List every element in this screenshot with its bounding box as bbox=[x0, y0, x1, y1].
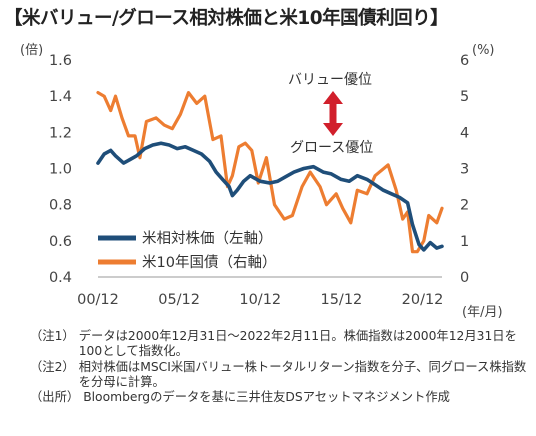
annotation-block: バリュー優位 グロース優位 bbox=[288, 72, 373, 156]
left-tick-label: 0.6 bbox=[49, 234, 72, 250]
axes: 0.4 0.6 0.8 1.0 1.2 1.4 1.6 0 1 2 3 4 5 6 00/12 05/12 10… bbox=[49, 53, 469, 308]
x-tick-label: 05/12 bbox=[158, 292, 200, 308]
x-tick-label: 10/12 bbox=[239, 292, 281, 308]
note-2: （注2） 相対株価はMSCI米国バリュー株トータルリターン指数を分子、同グロース… bbox=[30, 360, 530, 391]
treasury-yield-line bbox=[96, 91, 444, 254]
footnotes: （注1） データは2000年12月31日～2022年2月11日。株価指数は200… bbox=[30, 329, 530, 405]
annotation-growth-advantage: グロース優位 bbox=[290, 140, 373, 156]
left-tick-label: 1.6 bbox=[49, 53, 72, 69]
note-source-label: （出所） bbox=[30, 390, 80, 405]
right-tick-label: 5 bbox=[460, 89, 469, 105]
x-tick-label: 20/12 bbox=[402, 292, 444, 308]
legend-label-relative: 米相対株価（左軸） bbox=[142, 230, 273, 247]
chart-svg: 0.4 0.6 0.8 1.0 1.2 1.4 1.6 0 1 2 3 4 5 6 00/12 05/12 10… bbox=[20, 43, 503, 320]
note-1-label: （注1） bbox=[30, 329, 75, 343]
chart-title: 【米バリュー/グロース相対株価と米10年国債利回り】 bbox=[4, 8, 449, 29]
right-tick-label: 4 bbox=[460, 125, 469, 141]
right-axis-unit: (%) bbox=[472, 43, 495, 58]
right-tick-label: 1 bbox=[460, 234, 469, 250]
left-tick-label: 1.0 bbox=[49, 162, 72, 178]
note-2-text: 相対株価はMSCI米国バリュー株トータルリターン指数を分子、同グロース株指数を分… bbox=[78, 359, 527, 389]
x-tick-label: 00/12 bbox=[77, 292, 119, 308]
left-tick-label: 0.8 bbox=[49, 198, 72, 214]
left-tick-label: 0.4 bbox=[49, 270, 72, 286]
right-tick-label: 0 bbox=[460, 270, 469, 286]
legend-label-yield: 米10年国債（右軸） bbox=[142, 254, 276, 271]
left-tick-label: 1.4 bbox=[49, 89, 72, 105]
left-axis-unit: (倍) bbox=[20, 43, 43, 58]
x-axis-unit: (年/月) bbox=[462, 305, 503, 320]
left-tick-label: 1.2 bbox=[49, 125, 72, 141]
relative-price-line bbox=[96, 141, 444, 252]
note-2-label: （注2） bbox=[30, 359, 75, 374]
note-source: （出所） Bloombergのデータを基に三井住友DSアセットマネジメント作成 bbox=[30, 390, 530, 405]
note-source-text: Bloombergのデータを基に三井住友DSアセットマネジメント作成 bbox=[83, 390, 450, 405]
x-tick-label: 15/12 bbox=[320, 292, 362, 308]
right-tick-label: 2 bbox=[460, 198, 469, 214]
annotation-value-advantage: バリュー優位 bbox=[288, 72, 372, 88]
series-lines bbox=[96, 91, 444, 254]
note-1-text: データは2000年12月31日～2022年2月11日。株価指数は2000年12月… bbox=[78, 329, 517, 359]
right-tick-label: 6 bbox=[460, 53, 469, 69]
right-tick-label: 3 bbox=[460, 162, 469, 178]
legend: 米相対株価（左軸） 米10年国債（右軸） bbox=[98, 230, 276, 271]
note-1: （注1） データは2000年12月31日～2022年2月11日。株価指数は200… bbox=[30, 329, 530, 360]
double-arrow-icon bbox=[323, 91, 343, 136]
